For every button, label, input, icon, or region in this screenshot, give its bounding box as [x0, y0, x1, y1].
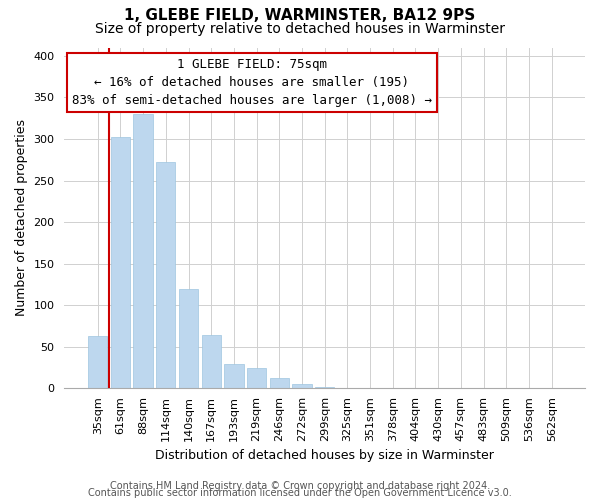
Text: 1 GLEBE FIELD: 75sqm
← 16% of detached houses are smaller (195)
83% of semi-deta: 1 GLEBE FIELD: 75sqm ← 16% of detached h…: [72, 58, 432, 106]
Y-axis label: Number of detached properties: Number of detached properties: [15, 120, 28, 316]
Text: 1, GLEBE FIELD, WARMINSTER, BA12 9PS: 1, GLEBE FIELD, WARMINSTER, BA12 9PS: [124, 8, 476, 22]
Bar: [156, 162, 175, 388]
Bar: [202, 335, 221, 388]
Bar: [88, 336, 107, 388]
Bar: [269, 378, 289, 388]
Text: Contains public sector information licensed under the Open Government Licence v3: Contains public sector information licen…: [88, 488, 512, 498]
Bar: [224, 364, 244, 388]
Bar: [111, 138, 130, 388]
Bar: [247, 368, 266, 388]
Bar: [292, 384, 311, 388]
Bar: [133, 114, 153, 388]
Bar: [179, 288, 198, 388]
Text: Size of property relative to detached houses in Warminster: Size of property relative to detached ho…: [95, 22, 505, 36]
Text: Contains HM Land Registry data © Crown copyright and database right 2024.: Contains HM Land Registry data © Crown c…: [110, 481, 490, 491]
X-axis label: Distribution of detached houses by size in Warminster: Distribution of detached houses by size …: [155, 450, 494, 462]
Bar: [315, 386, 334, 388]
